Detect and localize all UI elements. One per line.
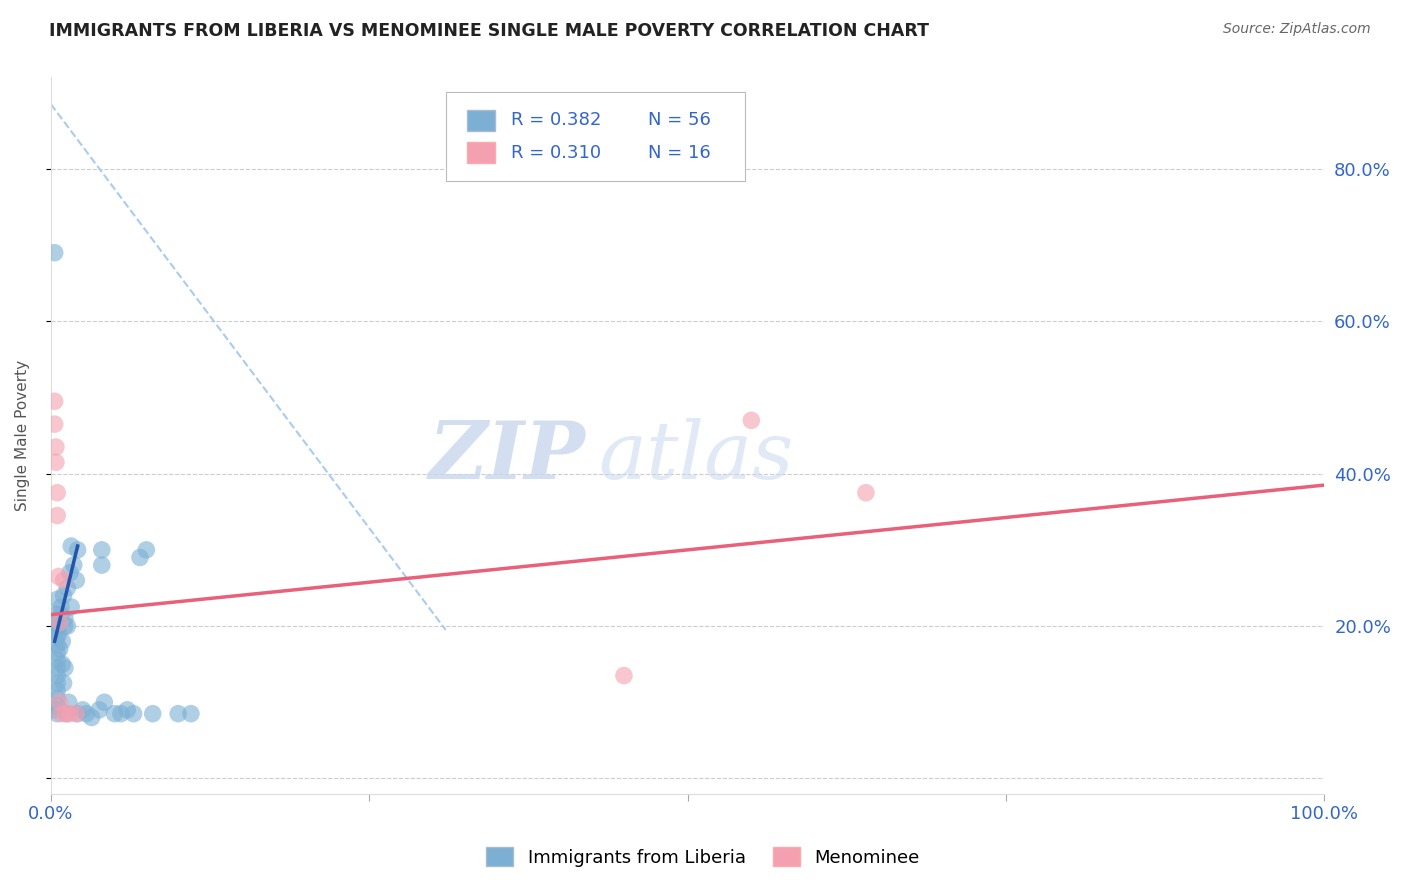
Point — [110, 706, 132, 721]
Point — [62, 558, 84, 573]
Point — [855, 485, 877, 500]
Text: Source: ZipAtlas.com: Source: ZipAtlas.com — [1223, 22, 1371, 37]
FancyBboxPatch shape — [467, 142, 495, 163]
Point — [51, 657, 73, 672]
Y-axis label: Single Male Poverty: Single Male Poverty — [15, 360, 30, 511]
Point — [46, 661, 69, 675]
Point — [48, 615, 70, 630]
Point — [56, 619, 79, 633]
Text: ZIP: ZIP — [429, 418, 586, 496]
Point — [66, 542, 89, 557]
Point — [46, 699, 69, 714]
Point — [44, 623, 66, 637]
Point — [53, 619, 76, 633]
Point — [48, 695, 70, 709]
Point — [48, 619, 70, 633]
Legend: Immigrants from Liberia, Menominee: Immigrants from Liberia, Menominee — [479, 840, 927, 874]
Point — [49, 599, 72, 614]
Point — [613, 668, 636, 682]
Point — [90, 558, 112, 573]
Point — [46, 646, 69, 660]
Point — [44, 394, 66, 409]
Point — [46, 676, 69, 690]
Point — [135, 542, 157, 557]
Point — [46, 485, 69, 500]
Point — [52, 676, 75, 690]
Point — [46, 631, 69, 645]
Point — [103, 706, 125, 721]
FancyBboxPatch shape — [446, 92, 745, 181]
Point — [44, 417, 66, 431]
Text: N = 56: N = 56 — [648, 112, 711, 129]
Point — [60, 539, 83, 553]
Point — [58, 695, 80, 709]
Point — [46, 653, 69, 667]
Point — [49, 607, 72, 622]
Text: atlas: atlas — [599, 418, 794, 496]
Point — [45, 440, 67, 454]
Point — [46, 638, 69, 652]
Point — [46, 592, 69, 607]
Point — [93, 695, 115, 709]
Point — [55, 706, 77, 721]
Point — [80, 710, 103, 724]
Point — [44, 703, 66, 717]
Point — [180, 706, 202, 721]
Text: N = 16: N = 16 — [648, 144, 711, 161]
Point — [740, 413, 762, 427]
Point — [46, 508, 69, 523]
Point — [45, 607, 67, 622]
Point — [89, 703, 111, 717]
Point — [53, 611, 76, 625]
Point — [46, 706, 69, 721]
Point — [65, 706, 87, 721]
Point — [52, 589, 75, 603]
Point — [66, 706, 89, 721]
Point — [72, 703, 94, 717]
Point — [45, 615, 67, 630]
Point — [56, 581, 79, 595]
Point — [59, 566, 82, 580]
Point — [46, 683, 69, 698]
Point — [76, 706, 98, 721]
Point — [44, 245, 66, 260]
Point — [52, 574, 75, 588]
Point — [51, 634, 73, 648]
Point — [60, 599, 83, 614]
Point — [59, 706, 82, 721]
Point — [122, 706, 145, 721]
Point — [53, 661, 76, 675]
Point — [167, 706, 190, 721]
Point — [129, 550, 152, 565]
FancyBboxPatch shape — [467, 110, 495, 131]
Point — [46, 691, 69, 706]
Point — [90, 542, 112, 557]
Point — [48, 569, 70, 583]
Point — [46, 668, 69, 682]
Point — [55, 706, 77, 721]
Text: R = 0.382: R = 0.382 — [510, 112, 600, 129]
Point — [45, 455, 67, 469]
Point — [49, 706, 72, 721]
Point — [65, 574, 87, 588]
Point — [48, 626, 70, 640]
Point — [117, 703, 139, 717]
Point — [142, 706, 165, 721]
Text: R = 0.310: R = 0.310 — [510, 144, 600, 161]
Text: IMMIGRANTS FROM LIBERIA VS MENOMINEE SINGLE MALE POVERTY CORRELATION CHART: IMMIGRANTS FROM LIBERIA VS MENOMINEE SIN… — [49, 22, 929, 40]
Point — [48, 641, 70, 656]
